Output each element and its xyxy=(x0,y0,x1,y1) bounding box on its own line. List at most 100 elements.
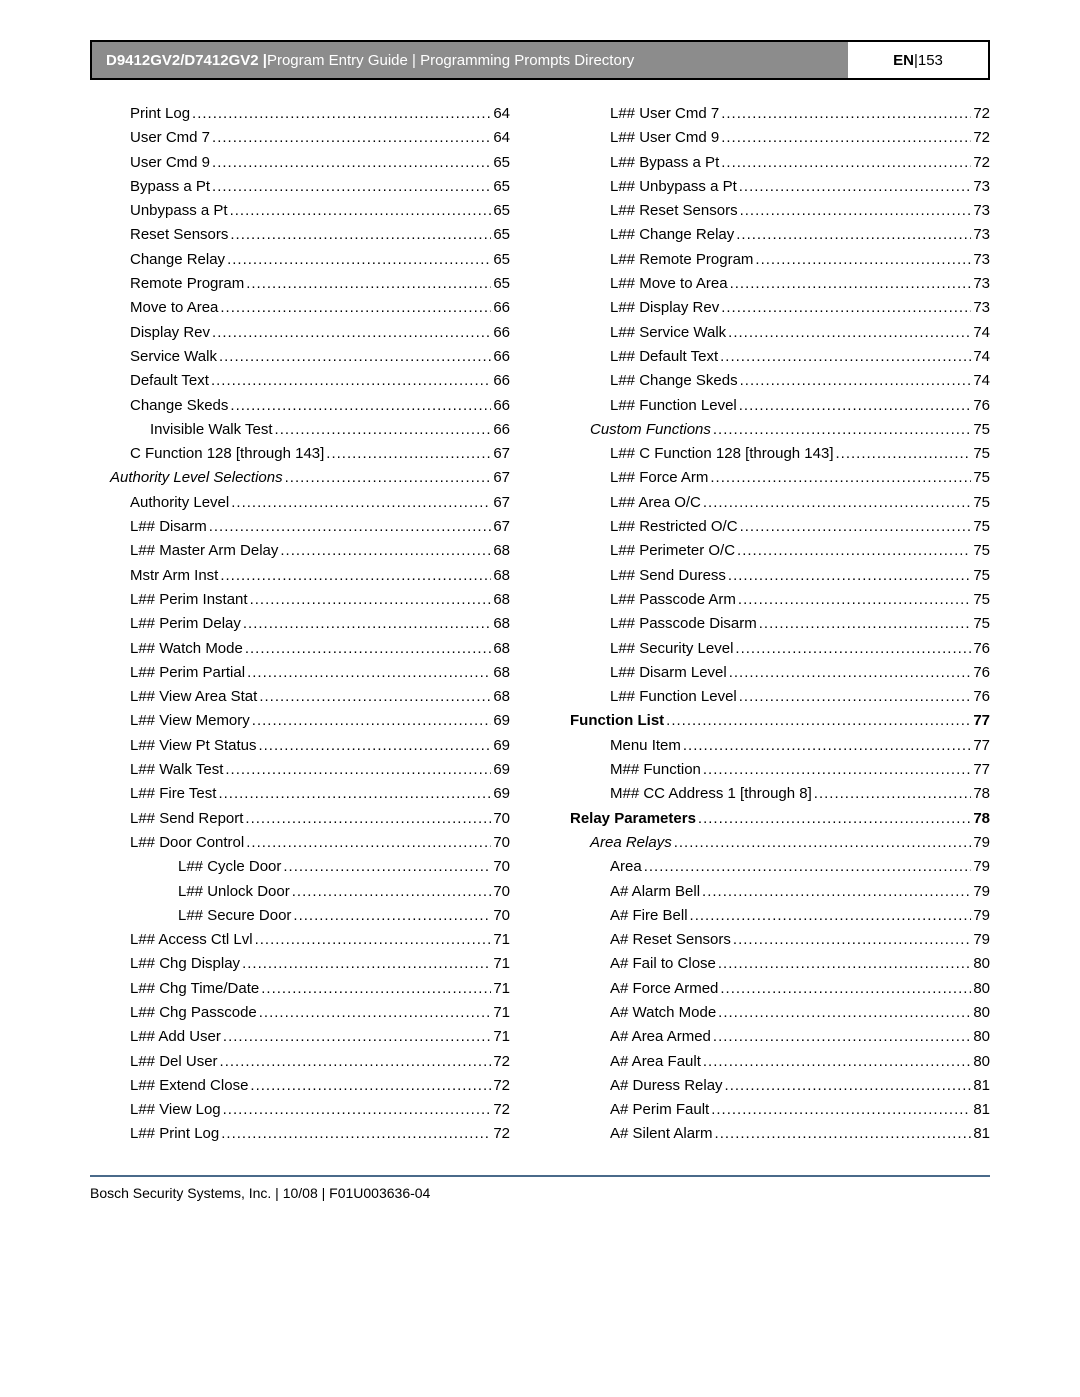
footer-text: Bosch Security Systems, Inc. | 10/08 | F… xyxy=(90,1185,990,1201)
toc-dots xyxy=(690,904,972,928)
toc-dots xyxy=(836,442,972,466)
toc-entry-label: A# Duress Relay xyxy=(610,1074,723,1098)
toc-entry: Move to Area66 xyxy=(90,296,510,320)
toc-entry: L## Move to Area73 xyxy=(570,272,990,296)
toc-entry: L## Function Level76 xyxy=(570,685,990,709)
toc-entry: Reset Sensors65 xyxy=(90,223,510,247)
toc-entry-page: 68 xyxy=(493,564,510,588)
toc-entry: L## Change Skeds74 xyxy=(570,369,990,393)
toc-entry-label: Function List xyxy=(570,709,664,733)
toc-entry: L## View Log72 xyxy=(90,1098,510,1122)
toc-dots xyxy=(740,369,972,393)
header-right: EN | 153 xyxy=(848,42,988,78)
toc-dots xyxy=(729,661,972,685)
toc-entry-label: A# Area Armed xyxy=(610,1025,711,1049)
toc-dots xyxy=(252,709,492,733)
toc-entry-page: 71 xyxy=(493,977,510,1001)
toc-dots xyxy=(721,102,971,126)
header-model: D9412GV2/D7412GV2 | xyxy=(106,52,267,69)
toc-dots xyxy=(212,175,491,199)
toc-entry-page: 75 xyxy=(973,515,990,539)
toc-dots xyxy=(223,1098,492,1122)
toc-entry: L## Function Level76 xyxy=(570,394,990,418)
toc-entry-page: 69 xyxy=(493,734,510,758)
toc-entry-page: 79 xyxy=(973,904,990,928)
toc-dots xyxy=(755,248,971,272)
toc-entry-label: Menu Item xyxy=(610,734,681,758)
toc-dots xyxy=(192,102,491,126)
toc-dots xyxy=(738,588,971,612)
toc-entry-label: Print Log xyxy=(130,102,190,126)
toc-entry-page: 79 xyxy=(973,928,990,952)
toc-entry-label: M## Function xyxy=(610,758,701,782)
toc-entry-page: 67 xyxy=(493,491,510,515)
toc-entry: L## Security Level76 xyxy=(570,637,990,661)
toc-entry-page: 73 xyxy=(973,272,990,296)
toc-dots xyxy=(242,952,491,976)
toc-entry: L## Service Walk74 xyxy=(570,321,990,345)
toc-entry-label: L## Secure Door xyxy=(178,904,291,928)
toc-entry: M## Function77 xyxy=(570,758,990,782)
toc-entry-label: L## View Memory xyxy=(130,709,250,733)
toc-dots xyxy=(740,515,972,539)
toc-entry-label: Reset Sensors xyxy=(130,223,228,247)
toc-entry-page: 68 xyxy=(493,661,510,685)
toc-entry-label: L## User Cmd 9 xyxy=(610,126,719,150)
toc-dots xyxy=(218,782,491,806)
toc-entry-label: L## Walk Test xyxy=(130,758,223,782)
toc-dots xyxy=(225,758,491,782)
toc-dots xyxy=(736,223,971,247)
toc-entry-label: Service Walk xyxy=(130,345,217,369)
toc-entry-label: User Cmd 7 xyxy=(130,126,210,150)
toc-entry-page: 74 xyxy=(973,369,990,393)
toc-dots xyxy=(211,369,491,393)
toc-entry-label: L## Area O/C xyxy=(610,491,701,515)
toc-dots xyxy=(713,1025,971,1049)
toc-dots xyxy=(212,151,491,175)
toc-entry-page: 71 xyxy=(493,928,510,952)
toc-entry-label: Area Relays xyxy=(590,831,672,855)
toc-entry-page: 72 xyxy=(493,1050,510,1074)
toc-entry-label: L## Chg Time/Date xyxy=(130,977,259,1001)
toc-entry-label: L## Del User xyxy=(130,1050,218,1074)
toc-entry: L## Passcode Disarm75 xyxy=(570,612,990,636)
toc-entry-page: 80 xyxy=(973,977,990,1001)
toc-entry-label: L## Extend Close xyxy=(130,1074,248,1098)
toc-entry: L## Reset Sensors73 xyxy=(570,199,990,223)
toc-entry-label: Relay Parameters xyxy=(570,807,696,831)
toc-entry-label: A# Alarm Bell xyxy=(610,880,700,904)
toc-entry-page: 70 xyxy=(493,807,510,831)
toc-entry-page: 75 xyxy=(973,539,990,563)
toc-entry-label: A# Perim Fault xyxy=(610,1098,709,1122)
toc-entry-label: L## Unbypass a Pt xyxy=(610,175,737,199)
toc-entry: L## C Function 128 [through 143]75 xyxy=(570,442,990,466)
toc-entry-label: L## Force Arm xyxy=(610,466,708,490)
toc-entry: L## Perim Partial68 xyxy=(90,661,510,685)
toc-dots xyxy=(711,1098,971,1122)
toc-dots xyxy=(759,612,972,636)
toc-dots xyxy=(219,345,491,369)
toc-entry-label: L## Access Ctl Lvl xyxy=(130,928,253,952)
toc-entry-page: 75 xyxy=(973,442,990,466)
toc-entry: L## Door Control70 xyxy=(90,831,510,855)
header-bar: D9412GV2/D7412GV2 | Program Entry Guide … xyxy=(90,40,990,80)
toc-entry: Remote Program65 xyxy=(90,272,510,296)
toc-entry: L## Send Report70 xyxy=(90,807,510,831)
toc-entry: L## Print Log72 xyxy=(90,1122,510,1146)
toc-entry-label: L## Display Rev xyxy=(610,296,719,320)
toc-entry-label: A# Area Fault xyxy=(610,1050,701,1074)
toc-entry-page: 66 xyxy=(493,321,510,345)
toc-dots xyxy=(247,661,491,685)
toc-dots xyxy=(739,685,972,709)
toc-dots xyxy=(255,928,492,952)
toc-dots xyxy=(739,175,972,199)
toc-dots xyxy=(683,734,971,758)
toc-entry-page: 80 xyxy=(973,952,990,976)
toc-entry: L## Default Text74 xyxy=(570,345,990,369)
toc-entry: L## Bypass a Pt72 xyxy=(570,151,990,175)
toc-entry: A# Alarm Bell79 xyxy=(570,880,990,904)
toc-dots xyxy=(725,1074,972,1098)
toc-entry-page: 69 xyxy=(493,782,510,806)
header-subtitle: Program Entry Guide | Programming Prompt… xyxy=(267,52,634,69)
toc-entry: L## Unbypass a Pt73 xyxy=(570,175,990,199)
